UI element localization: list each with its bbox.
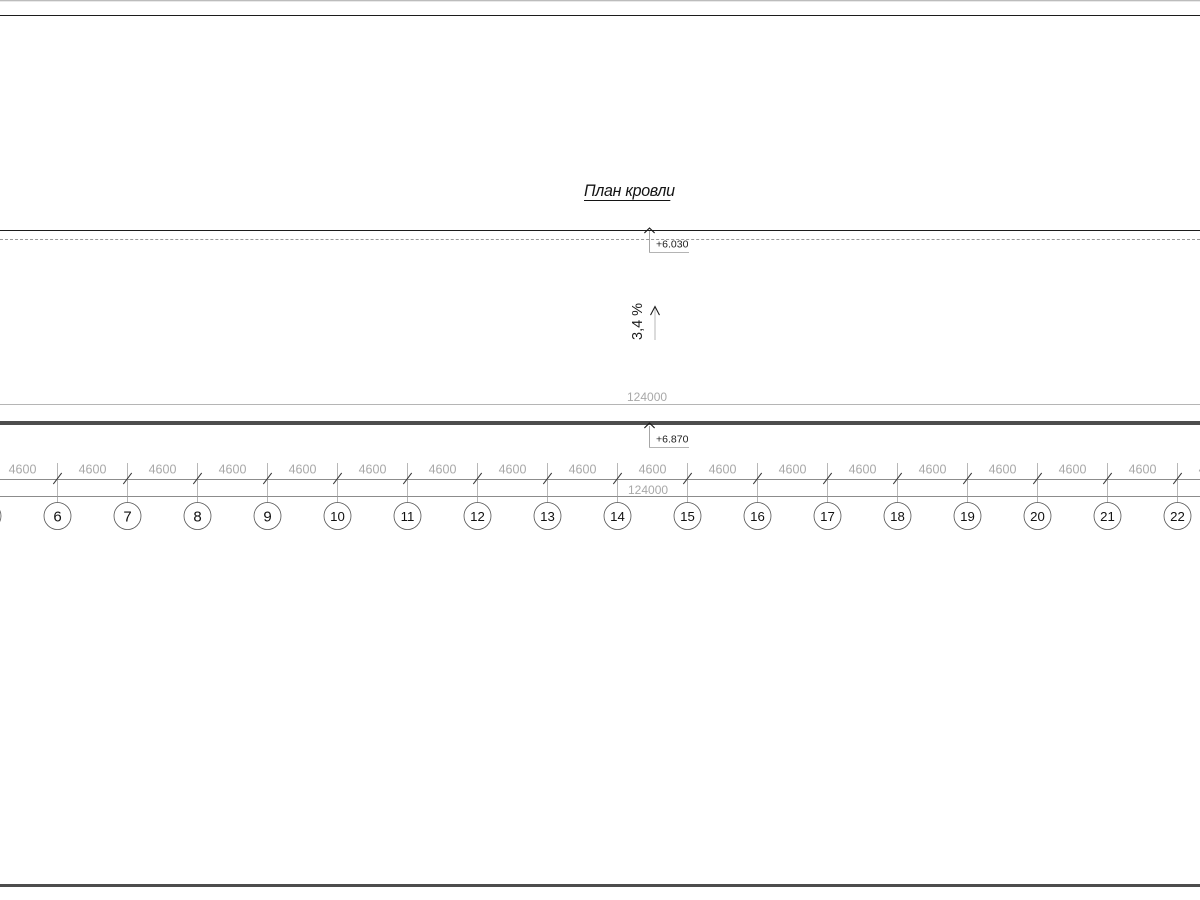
svg-text:21: 21 <box>1100 509 1115 524</box>
svg-text:18: 18 <box>890 509 905 524</box>
svg-text:15: 15 <box>680 509 695 524</box>
svg-text:19: 19 <box>960 509 975 524</box>
svg-text:4600: 4600 <box>709 463 737 477</box>
svg-text:4600: 4600 <box>639 463 667 477</box>
svg-text:4600: 4600 <box>9 463 37 477</box>
svg-text:11: 11 <box>401 509 415 524</box>
svg-text:3,4 %: 3,4 % <box>630 303 646 340</box>
svg-text:17: 17 <box>820 509 835 524</box>
svg-text:13: 13 <box>540 509 555 524</box>
svg-text:4600: 4600 <box>499 463 527 477</box>
svg-text:4600: 4600 <box>779 463 807 477</box>
svg-text:10: 10 <box>330 509 345 524</box>
svg-text:+6.870: +6.870 <box>656 434 689 446</box>
svg-text:16: 16 <box>750 509 765 524</box>
svg-text:14: 14 <box>610 509 625 524</box>
svg-text:4600: 4600 <box>1059 463 1087 477</box>
svg-text:4600: 4600 <box>149 463 177 477</box>
svg-text:4600: 4600 <box>849 463 877 477</box>
svg-text:8: 8 <box>193 509 201 526</box>
svg-text:20: 20 <box>1030 509 1045 524</box>
svg-text:4600: 4600 <box>569 463 597 477</box>
svg-text:4600: 4600 <box>989 463 1017 477</box>
svg-text:4600: 4600 <box>219 463 247 477</box>
svg-text:7: 7 <box>123 509 131 526</box>
svg-text:6: 6 <box>53 509 61 526</box>
svg-text:9: 9 <box>263 509 271 526</box>
svg-text:4600: 4600 <box>429 463 457 477</box>
svg-text:4600: 4600 <box>79 463 107 477</box>
svg-text:4600: 4600 <box>919 463 947 477</box>
svg-text:+6.030: +6.030 <box>656 239 689 251</box>
svg-text:4600: 4600 <box>1129 463 1157 477</box>
svg-text:4600: 4600 <box>359 463 387 477</box>
svg-text:4600: 4600 <box>289 463 317 477</box>
svg-text:22: 22 <box>1170 509 1185 524</box>
svg-text:12: 12 <box>470 509 485 524</box>
